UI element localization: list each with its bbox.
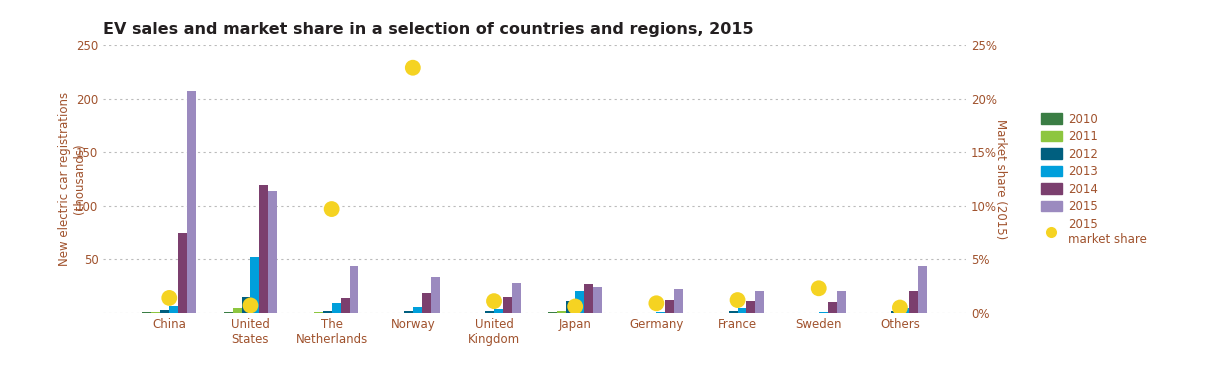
Bar: [729, 311, 738, 313]
Point: [159, 295, 179, 301]
Bar: [242, 297, 250, 313]
Point: [241, 302, 260, 308]
Bar: [340, 298, 350, 313]
Bar: [224, 312, 232, 313]
Bar: [566, 301, 575, 313]
Bar: [269, 191, 277, 313]
Point: [809, 285, 829, 291]
Bar: [738, 308, 746, 313]
Point: [565, 303, 584, 310]
Bar: [584, 284, 593, 313]
Bar: [593, 287, 601, 313]
Bar: [558, 311, 566, 313]
Bar: [160, 310, 169, 313]
Bar: [756, 291, 764, 313]
Bar: [152, 312, 160, 313]
Bar: [656, 312, 666, 313]
Bar: [495, 309, 503, 313]
Point: [322, 206, 341, 212]
Bar: [674, 290, 683, 313]
Point: [403, 65, 423, 71]
Bar: [900, 308, 909, 313]
Bar: [350, 266, 358, 313]
Point: [891, 305, 910, 311]
Point: [728, 297, 747, 303]
Bar: [548, 312, 558, 313]
Bar: [746, 301, 756, 313]
Bar: [313, 312, 323, 313]
Bar: [485, 311, 495, 313]
Text: EV sales and market share in a selection of countries and regions, 2015: EV sales and market share in a selection…: [103, 22, 753, 37]
Bar: [232, 308, 242, 313]
Y-axis label: Market share (2015): Market share (2015): [994, 119, 1007, 239]
Bar: [827, 302, 837, 313]
Bar: [512, 283, 521, 313]
Bar: [403, 311, 413, 313]
Bar: [422, 293, 430, 313]
Bar: [430, 276, 440, 313]
Legend: 2010, 2011, 2012, 2013, 2014, 2015, 2015
market share: 2010, 2011, 2012, 2013, 2014, 2015, 2015…: [1041, 113, 1147, 245]
Bar: [332, 303, 340, 313]
Bar: [187, 91, 196, 313]
Bar: [503, 297, 512, 313]
Bar: [142, 312, 152, 313]
Bar: [909, 291, 917, 313]
Bar: [575, 291, 584, 313]
Bar: [250, 257, 259, 313]
Bar: [323, 311, 332, 313]
Bar: [666, 300, 674, 313]
Bar: [413, 307, 422, 313]
Point: [646, 300, 666, 306]
Bar: [891, 311, 900, 313]
Bar: [819, 312, 827, 313]
Bar: [259, 185, 269, 313]
Point: [485, 298, 504, 304]
Bar: [837, 291, 846, 313]
Bar: [169, 307, 179, 313]
Y-axis label: New electric car registrations
(thousands): New electric car registrations (thousand…: [58, 92, 86, 266]
Bar: [917, 266, 927, 313]
Bar: [179, 233, 187, 313]
